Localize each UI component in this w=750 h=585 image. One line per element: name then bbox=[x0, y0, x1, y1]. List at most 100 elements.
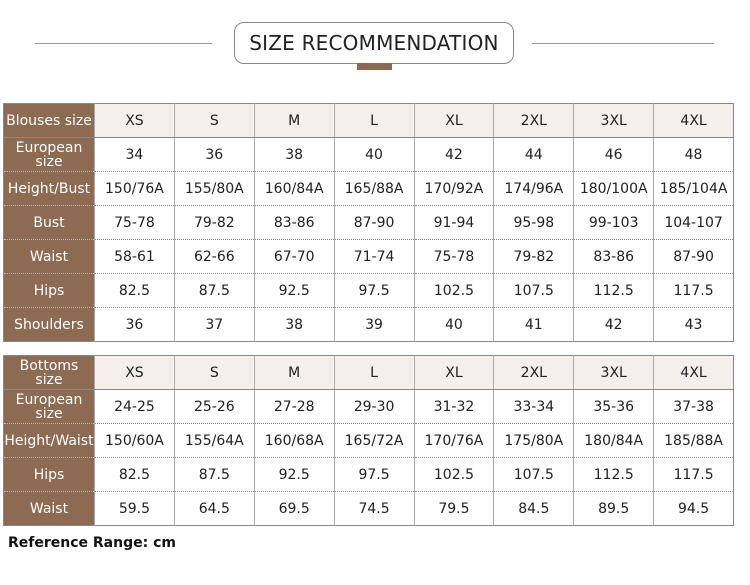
size-header-cell: 3XL bbox=[573, 103, 654, 138]
table-row: European size 34 36 38 40 42 44 46 48 bbox=[3, 137, 734, 172]
table-cell: 35-36 bbox=[573, 389, 654, 424]
table-cell: 170/92A bbox=[413, 171, 494, 206]
table-cell: 48 bbox=[653, 137, 734, 172]
title-divider-left bbox=[35, 43, 212, 44]
table-cell: 104-107 bbox=[653, 205, 734, 240]
table-cell: 29-30 bbox=[333, 389, 414, 424]
table-cell: 112.5 bbox=[573, 457, 654, 492]
table-cell: 79-82 bbox=[173, 205, 255, 240]
table-row: Hips 82.5 87.5 92.5 97.5 102.5 107.5 112.5 117.5 bbox=[3, 457, 734, 492]
size-header-cell: S bbox=[173, 355, 255, 390]
table-cell: 75-78 bbox=[94, 205, 175, 240]
table-cell: 174/96A bbox=[493, 171, 574, 206]
table-cell: 185/104A bbox=[653, 171, 734, 206]
row-label: Waist bbox=[3, 491, 95, 526]
size-header-row: Blouses size XS S M L XL 2XL 3XL 4XL bbox=[3, 103, 734, 138]
table-cell: 37-38 bbox=[653, 389, 734, 424]
table-cell: 25-26 bbox=[173, 389, 255, 424]
table-cell: 117.5 bbox=[653, 273, 734, 308]
table-cell: 84.5 bbox=[493, 491, 574, 526]
table-cell: 155/80A bbox=[173, 171, 255, 206]
table-cell: 175/80A bbox=[493, 423, 574, 458]
table-cell: 40 bbox=[413, 307, 494, 342]
table-cell: 27-28 bbox=[253, 389, 335, 424]
table-cell: 99-103 bbox=[573, 205, 654, 240]
table-cell: 46 bbox=[573, 137, 654, 172]
table-cell: 155/64A bbox=[173, 423, 255, 458]
row-label: Hips bbox=[3, 457, 95, 492]
table-cell: 185/88A bbox=[653, 423, 734, 458]
table-cell: 36 bbox=[173, 137, 255, 172]
table-cell: 87.5 bbox=[173, 273, 255, 308]
table-cell: 38 bbox=[253, 307, 335, 342]
table-cell: 160/84A bbox=[253, 171, 335, 206]
table-cell: 82.5 bbox=[94, 457, 175, 492]
size-header-cell: 2XL bbox=[493, 103, 574, 138]
table-row: Waist 58-61 62-66 67-70 71-74 75-78 79-82 83-86… bbox=[3, 239, 734, 274]
size-header-cell: 2XL bbox=[493, 355, 574, 390]
table-cell: 37 bbox=[173, 307, 255, 342]
table-cell: 117.5 bbox=[653, 457, 734, 492]
table-cell: 38 bbox=[253, 137, 335, 172]
table-cell: 107.5 bbox=[493, 273, 574, 308]
row-label: Bottoms size bbox=[3, 355, 95, 390]
row-label: European size bbox=[3, 137, 95, 172]
row-label: Shoulders bbox=[3, 307, 95, 342]
table-row: Height/Waist 150/60A 155/64A 160/68A 165/72A… bbox=[3, 423, 734, 458]
table-cell: 83-86 bbox=[573, 239, 654, 274]
table-cell: 165/72A bbox=[333, 423, 414, 458]
table-cell: 31-32 bbox=[413, 389, 494, 424]
table-cell: 79-82 bbox=[493, 239, 574, 274]
row-label: Bust bbox=[3, 205, 95, 240]
table-cell: 112.5 bbox=[573, 273, 654, 308]
table-cell: 180/84A bbox=[573, 423, 654, 458]
size-header-cell: 4XL bbox=[653, 355, 734, 390]
table-cell: 42 bbox=[573, 307, 654, 342]
row-label: Hips bbox=[3, 273, 95, 308]
table-cell: 74.5 bbox=[333, 491, 414, 526]
table-cell: 87.5 bbox=[173, 457, 255, 492]
table-cell: 87-90 bbox=[653, 239, 734, 274]
bottoms-size-table: Bottoms size XS S M L XL 2XL 3XL 4XL European siz… bbox=[3, 355, 734, 526]
table-cell: 44 bbox=[493, 137, 574, 172]
size-header-cell: XL bbox=[413, 355, 494, 390]
row-label: European size bbox=[3, 389, 95, 424]
table-cell: 97.5 bbox=[333, 273, 414, 308]
title-accent bbox=[357, 63, 392, 70]
table-cell: 39 bbox=[333, 307, 414, 342]
table-row: Hips 82.5 87.5 92.5 97.5 102.5 107.5 112.5 117.5 bbox=[3, 273, 734, 308]
title-divider-right bbox=[532, 43, 714, 44]
reference-note: Reference Range: cm bbox=[8, 535, 176, 551]
row-label: Waist bbox=[3, 239, 95, 274]
table-cell: 59.5 bbox=[94, 491, 175, 526]
table-cell: 150/76A bbox=[94, 171, 175, 206]
table-cell: 79.5 bbox=[413, 491, 494, 526]
table-cell: 33-34 bbox=[493, 389, 574, 424]
table-cell: 40 bbox=[333, 137, 414, 172]
size-header-cell: S bbox=[173, 103, 255, 138]
size-header-cell: M bbox=[253, 103, 335, 138]
table-cell: 75-78 bbox=[413, 239, 494, 274]
table-cell: 92.5 bbox=[253, 273, 335, 308]
table-cell: 170/76A bbox=[413, 423, 494, 458]
table-cell: 71-74 bbox=[333, 239, 414, 274]
size-header-cell: XS bbox=[94, 103, 175, 138]
page-title: SIZE RECOMMENDATION bbox=[234, 22, 514, 64]
table-cell: 58-61 bbox=[94, 239, 175, 274]
size-header-cell: L bbox=[333, 103, 414, 138]
table-cell: 150/60A bbox=[94, 423, 175, 458]
table-cell: 43 bbox=[653, 307, 734, 342]
table-cell: 82.5 bbox=[94, 273, 175, 308]
table-cell: 42 bbox=[413, 137, 494, 172]
table-cell: 102.5 bbox=[413, 457, 494, 492]
size-header-cell: 4XL bbox=[653, 103, 734, 138]
table-cell: 102.5 bbox=[413, 273, 494, 308]
row-label: Height/Bust bbox=[3, 171, 95, 206]
size-header-cell: XS bbox=[94, 355, 175, 390]
table-cell: 83-86 bbox=[253, 205, 335, 240]
table-row: Bust 75-78 79-82 83-86 87-90 91-94 95-98 99-103… bbox=[3, 205, 734, 240]
table-cell: 62-66 bbox=[173, 239, 255, 274]
table-cell: 95-98 bbox=[493, 205, 574, 240]
table-row: Height/Bust 150/76A 155/80A 160/84A 165/88A 1… bbox=[3, 171, 734, 206]
table-row: Waist 59.5 64.5 69.5 74.5 79.5 84.5 89.5 94.5 bbox=[3, 491, 734, 526]
